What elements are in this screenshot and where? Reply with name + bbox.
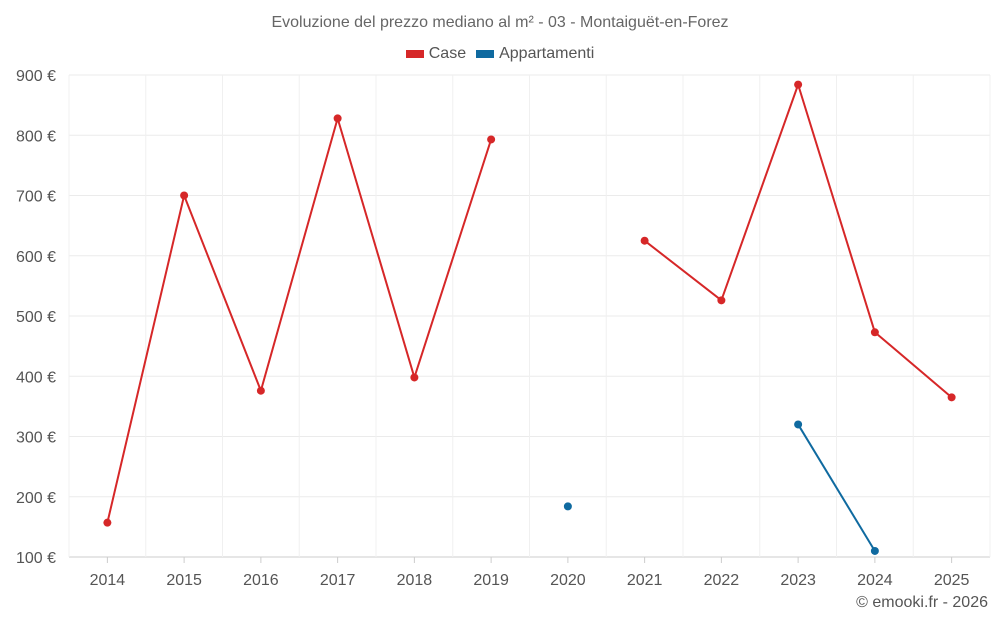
credit: © emooki.fr - 2026 [856,594,988,611]
x-tick-label: 2025 [934,572,970,589]
data-point-appartamenti [563,502,572,511]
y-tick-label: 100 € [16,550,56,567]
series-line-case [106,117,493,523]
data-point-case [717,296,726,305]
legend-item-case[interactable]: Case [405,45,467,63]
data-point-case [640,236,649,245]
chart-title: Evoluzione del prezzo mediano al m² - 03… [271,14,729,31]
y-tick-label: 300 € [16,430,56,447]
x-tick-label: 2014 [90,572,126,589]
data-point-case [180,191,189,200]
y-tick-label: 800 € [16,128,56,145]
y-tick-label: 600 € [16,249,56,266]
y-tick-label: 400 € [16,369,56,386]
y-tick-label: 700 € [16,189,56,206]
legend-item-appartamenti[interactable]: Appartamenti [476,45,594,63]
data-point-case [870,328,879,337]
series-line-case [644,83,953,399]
x-tick-label: 2020 [550,572,586,589]
x-tick-label: 2016 [243,572,279,589]
series-line-appartamenti [797,423,876,552]
data-point-case [333,114,342,123]
x-tick-label: 2021 [627,572,663,589]
data-point-case [794,80,803,89]
x-tick-label: 2022 [704,572,740,589]
x-tick-label: 2023 [780,572,816,589]
legend-swatch-case [405,50,424,58]
data-point-case [410,373,419,382]
x-tick-label: 2018 [397,572,433,589]
x-tick-label: 2024 [857,572,893,589]
data-point-case [487,135,496,144]
x-tick-label: 2017 [320,572,356,589]
data-point-case [103,518,112,527]
y-tick-label: 500 € [16,309,56,326]
legend: Case Appartamenti [0,45,1000,63]
data-point-appartamenti [870,546,879,555]
data-point-appartamenti [794,420,803,429]
legend-label-case: Case [428,45,467,62]
legend-label-appartamenti: Appartamenti [499,45,595,62]
x-tick-label: 2019 [473,572,509,589]
y-tick-label: 200 € [16,490,56,507]
data-point-case [256,386,265,395]
y-tick-label: 900 € [16,68,56,85]
legend-swatch-appartamenti [476,50,495,58]
x-tick-label: 2015 [166,572,202,589]
data-point-case [947,393,956,402]
